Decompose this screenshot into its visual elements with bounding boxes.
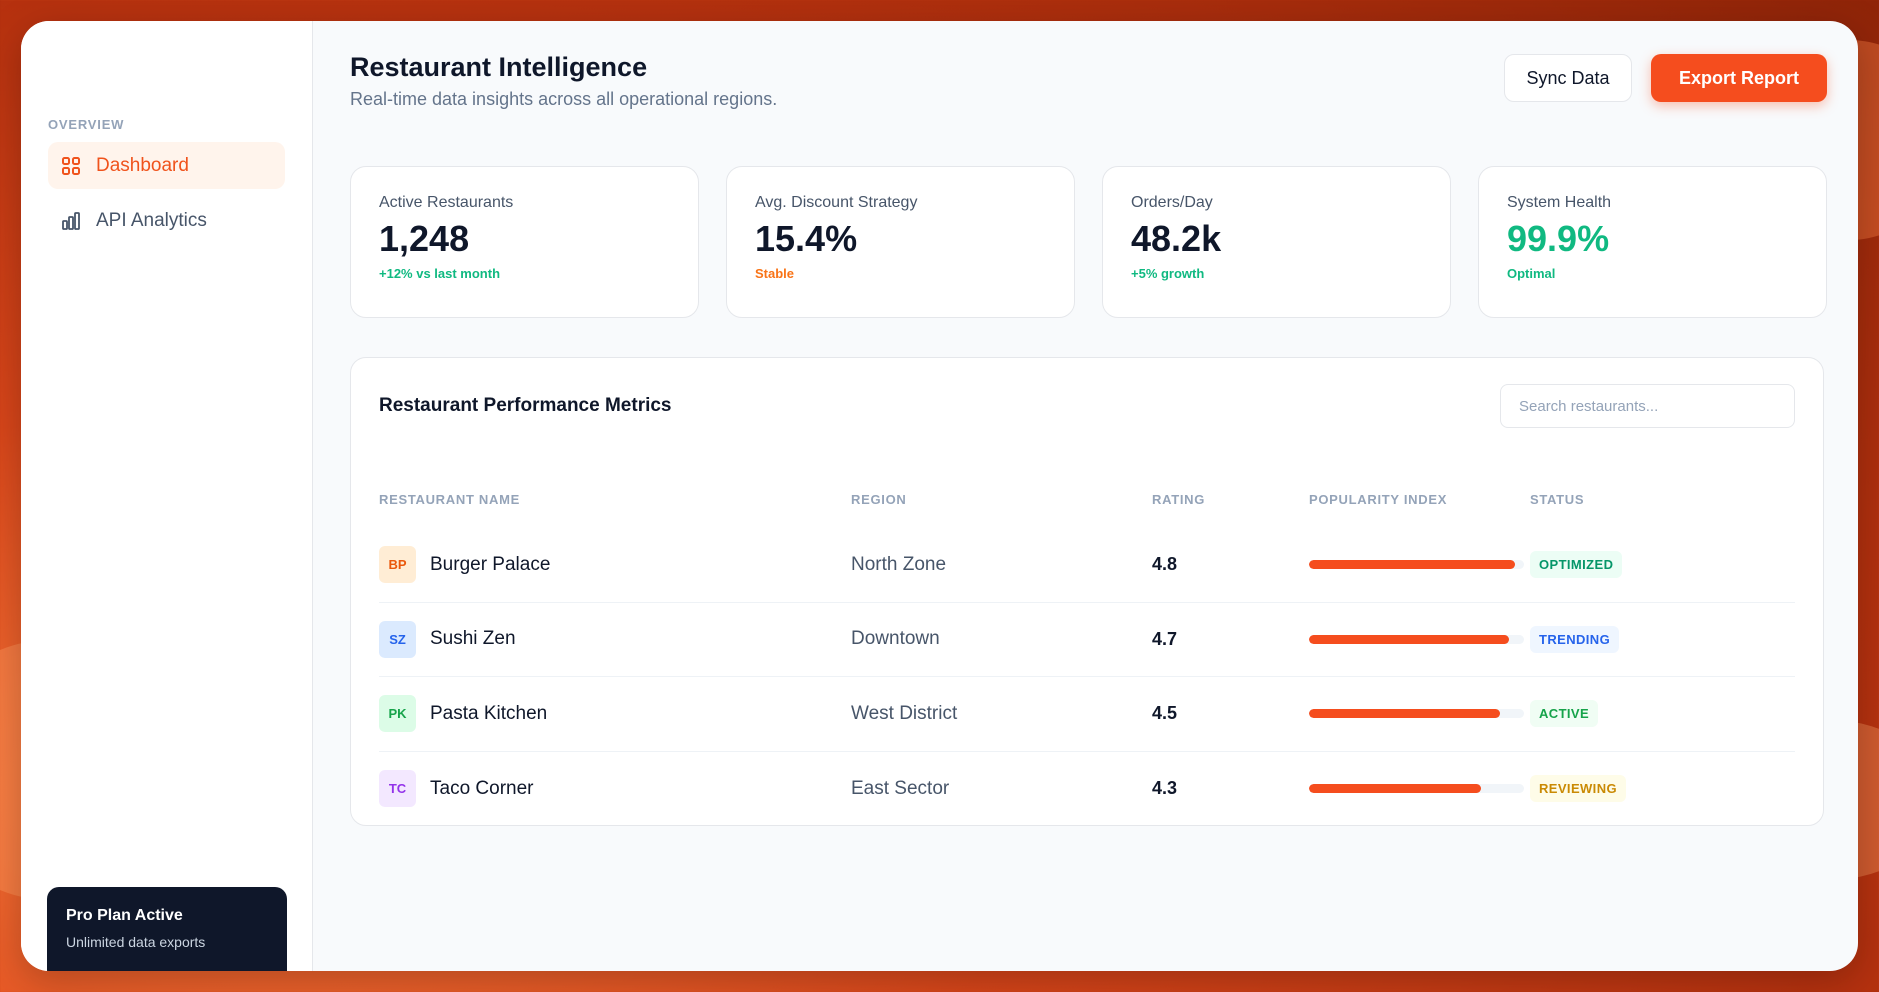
status-badge: REVIEWING [1530,775,1626,803]
status-badge: TRENDING [1530,625,1620,653]
popularity-bar [1309,709,1524,719]
restaurant-name: Sushi Zen [430,628,516,650]
sidebar: OVERVIEW Dashboard API Analytics Pro Pla… [21,21,313,971]
table-row[interactable]: BP Burger Palace North Zone 4.8 OPTIMIZE… [379,528,1795,603]
rating-cell: 4.8 [1152,554,1178,575]
export-report-button[interactable]: Export Report [1651,54,1827,102]
stat-note: +12% vs last month [379,266,501,281]
page-header: Restaurant Intelligence Real-time data i… [350,46,1827,146]
plan-card: Pro Plan Active Unlimited data exports [47,887,287,971]
grid-icon [60,155,82,177]
stat-note: +5% growth [1131,266,1205,281]
stat-card-active-restaurants: Active Restaurants 1,248 +12% vs last mo… [350,166,699,318]
table-header-row: RESTAURANT NAME REGION RATING POPULARITY… [379,470,1795,528]
popularity-bar [1309,784,1524,794]
stat-label: Orders/Day [1131,194,1213,211]
popularity-bar-fill [1309,784,1481,794]
restaurant-name: Pasta Kitchen [430,702,548,724]
column-header-region[interactable]: REGION [851,491,907,507]
popularity-bar [1309,560,1524,570]
region-cell: East Sector [851,777,950,799]
region-cell: West District [851,702,958,724]
table-row[interactable]: SZ Sushi Zen Downtown 4.7 TRENDING [379,603,1795,677]
sidebar-item-label: API Analytics [96,209,207,231]
stat-note: Stable [755,266,795,281]
stat-value: 15.4% [755,218,858,259]
avatar: PK [379,695,416,733]
restaurant-name: Burger Palace [430,553,551,575]
column-header-status[interactable]: STATUS [1530,491,1585,507]
stat-value: 48.2k [1131,218,1222,259]
popularity-bar-fill [1309,560,1516,570]
plan-title: Pro Plan Active [66,907,183,924]
sidebar-item-api-analytics[interactable]: API Analytics [48,197,285,244]
sidebar-item-dashboard[interactable]: Dashboard [48,142,285,189]
stat-card-orders-day: Orders/Day 48.2k +5% growth [1102,166,1451,318]
stat-label: Avg. Discount Strategy [755,194,918,211]
column-header-name[interactable]: RESTAURANT NAME [379,491,520,507]
table-title: Restaurant Performance Metrics [379,395,672,416]
table-row[interactable]: TC Taco Corner East Sector 4.3 REVIEWING [379,752,1795,827]
main-content: Restaurant Intelligence Real-time data i… [313,21,1858,971]
sidebar-item-label: Dashboard [96,154,189,176]
search-input[interactable] [1500,384,1795,428]
column-header-popularity[interactable]: POPULARITY INDEX [1309,491,1448,507]
stat-value: 1,248 [379,218,470,259]
bar-chart-icon [60,210,82,232]
rating-cell: 4.3 [1152,778,1178,799]
stat-label: System Health [1507,194,1612,211]
plan-subtitle: Unlimited data exports [66,934,206,950]
stat-card-system-health: System Health 99.9% Optimal [1478,166,1827,318]
avatar: TC [379,770,416,808]
region-cell: Downtown [851,628,940,650]
page-subtitle: Real-time data insights across all opera… [350,89,778,109]
rating-cell: 4.5 [1152,703,1178,724]
rating-cell: 4.7 [1152,628,1178,649]
sync-data-button[interactable]: Sync Data [1504,54,1632,102]
nav-section-label: OVERVIEW [48,117,125,132]
table-body: BP Burger Palace North Zone 4.8 OPTIMIZE… [379,528,1795,826]
avatar: BP [379,546,416,584]
performance-table-card: Restaurant Performance Metrics RESTAURAN… [350,357,1824,826]
restaurant-name: Taco Corner [430,777,534,799]
region-cell: North Zone [851,553,947,575]
stats-row: Active Restaurants 1,248 +12% vs last mo… [350,166,1827,318]
page-title: Restaurant Intelligence [350,52,648,82]
table-row[interactable]: PK Pasta Kitchen West District 4.5 ACTIV… [379,677,1795,752]
column-header-rating[interactable]: RATING [1152,491,1206,507]
stat-value: 99.9% [1507,218,1610,259]
popularity-bar [1309,634,1524,644]
status-badge: OPTIMIZED [1530,551,1623,579]
stat-label: Active Restaurants [379,194,514,211]
popularity-bar-fill [1309,634,1509,644]
avatar: SZ [379,620,416,658]
stat-card-avg-discount: Avg. Discount Strategy 15.4% Stable [726,166,1075,318]
app-window: OVERVIEW Dashboard API Analytics Pro Pla… [21,21,1858,971]
status-badge: ACTIVE [1530,700,1599,728]
popularity-bar-fill [1309,709,1501,719]
stat-note: Optimal [1507,266,1556,281]
